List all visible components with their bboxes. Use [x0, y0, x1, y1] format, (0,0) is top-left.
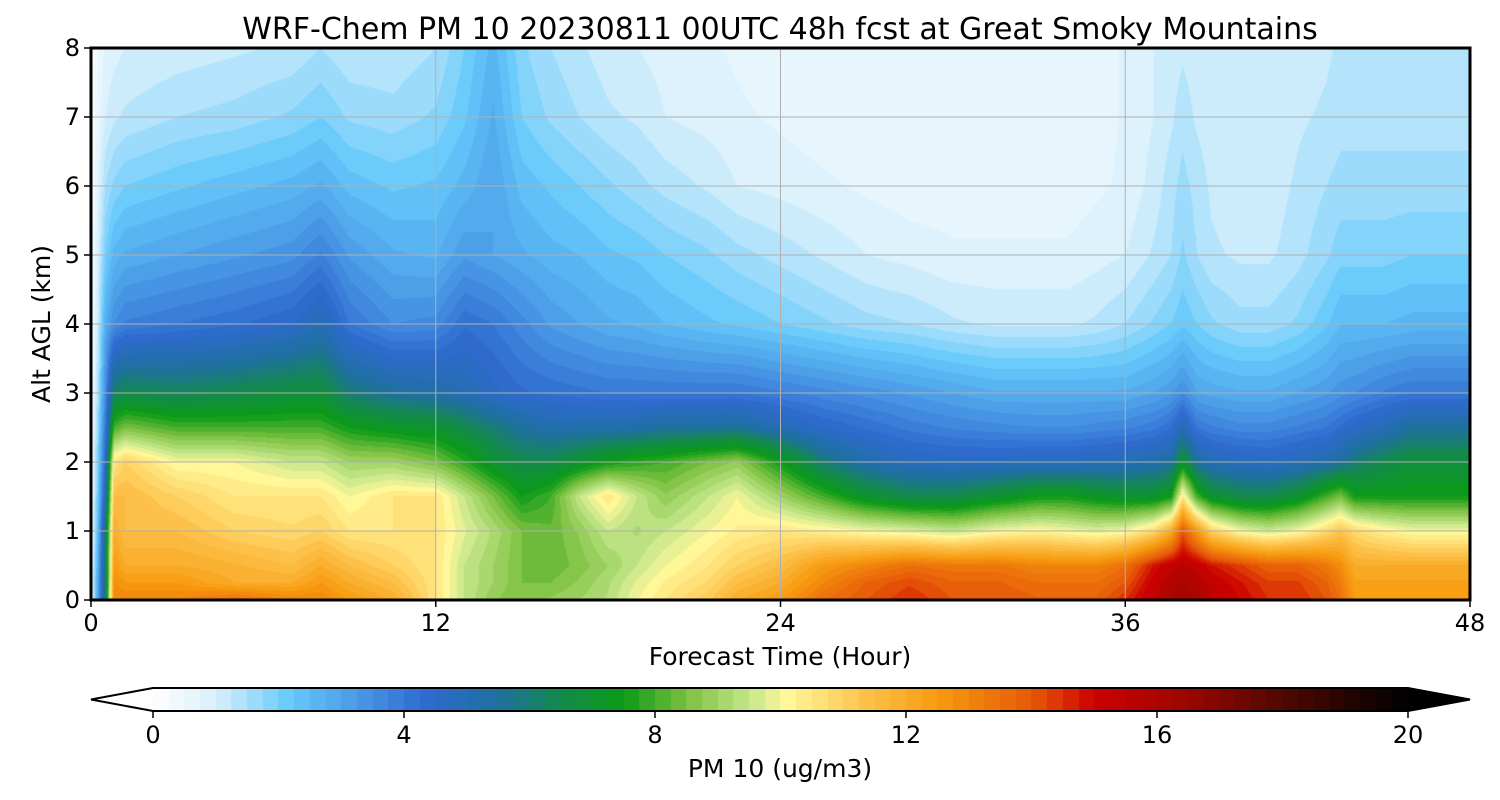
y-tick-label: 5: [65, 241, 80, 269]
y-tick-label: 1: [65, 517, 80, 545]
colorbar-tick-label: 4: [396, 721, 411, 749]
colorbar-gradient: [153, 688, 1408, 711]
y-axis: 0 1 2 3 4 5 6 7 8: [65, 34, 91, 614]
y-tick-label: 0: [65, 586, 80, 614]
y-tick-label: 3: [65, 379, 80, 407]
x-tick-label: 24: [765, 609, 796, 637]
colorbar-tick-label: 12: [891, 721, 922, 749]
colorbar-max-extend-arrow: [1408, 688, 1470, 711]
colorbar-tick-label: 0: [145, 721, 160, 749]
x-tick-label: 48: [1455, 609, 1486, 637]
x-tick-label: 0: [83, 609, 98, 637]
y-tick-label: 8: [65, 34, 80, 62]
x-tick-label: 12: [420, 609, 451, 637]
y-tick-label: 2: [65, 448, 80, 476]
colorbar-tick-label: 8: [647, 721, 662, 749]
chart-title: WRF-Chem PM 10 20230811 00UTC 48h fcst a…: [242, 12, 1317, 47]
y-tick-label: 7: [65, 103, 80, 131]
x-tick-label: 36: [1110, 609, 1141, 637]
colorbar-ticks: 0 4 8 12 16 20: [145, 711, 1423, 749]
x-axis: 0 12 24 36 48: [83, 600, 1485, 637]
y-tick-label: 4: [65, 310, 80, 338]
colorbar-tick-label: 16: [1142, 721, 1173, 749]
y-axis-label: Alt AGL (km): [27, 245, 56, 403]
colorbar-tick-label: 20: [1393, 721, 1424, 749]
colorbar-min-extend-arrow: [91, 688, 153, 711]
y-tick-label: 6: [65, 172, 80, 200]
x-axis-label: Forecast Time (Hour): [649, 642, 912, 671]
colorbar-label: PM 10 (ug/m3): [688, 754, 872, 783]
colorbar: 0 4 8 12 16 20 PM 10 (ug/m3): [90, 687, 1471, 783]
